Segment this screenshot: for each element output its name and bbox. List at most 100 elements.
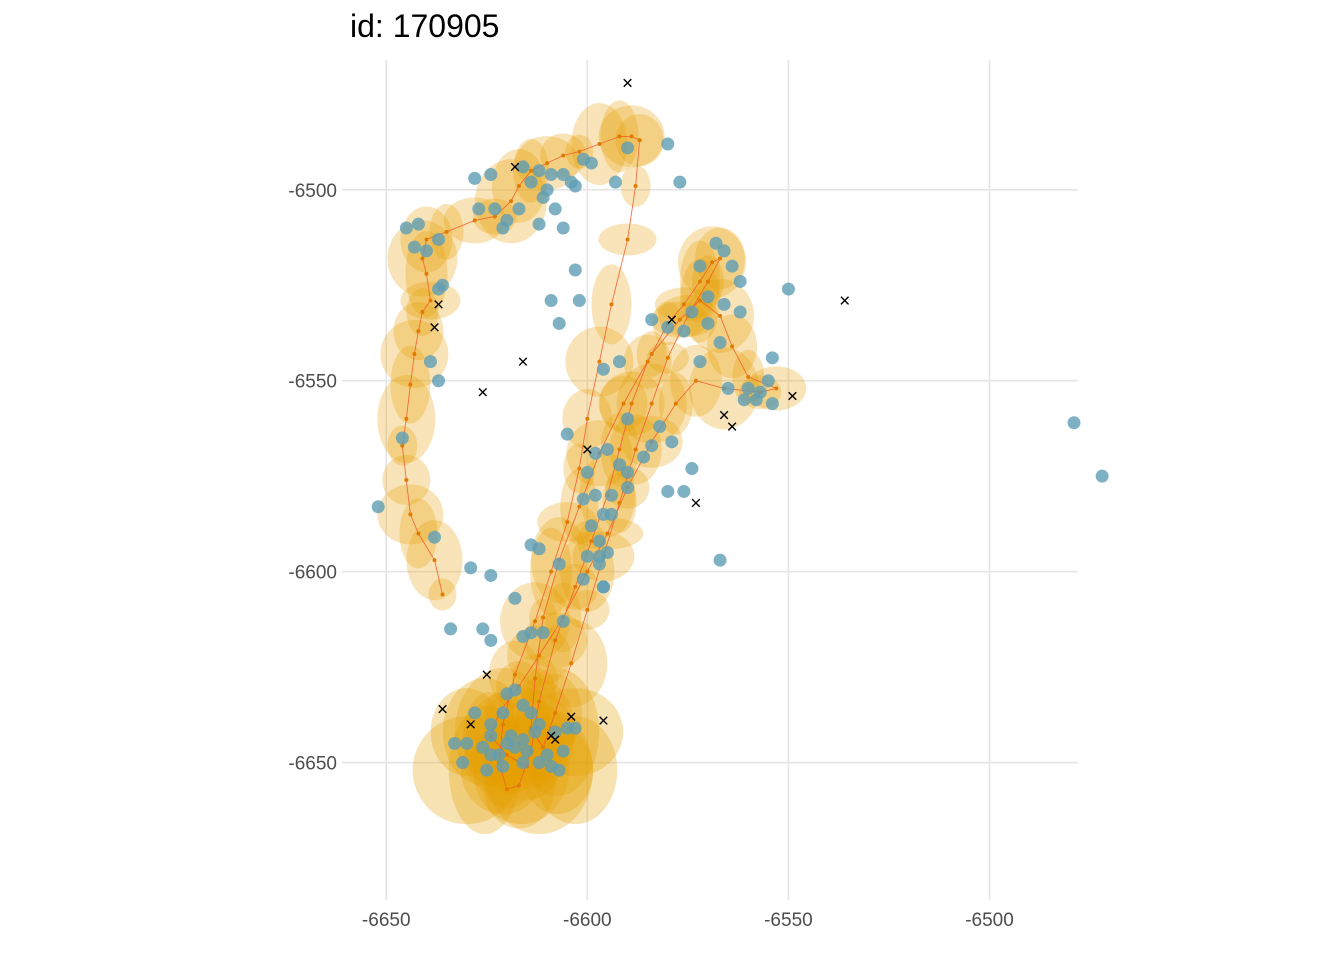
observation-point: [552, 763, 566, 777]
outlier-marker: [623, 78, 632, 88]
track-point: [412, 352, 417, 356]
track-point: [774, 386, 779, 391]
outlier-marker: [727, 422, 737, 431]
observation-point: [600, 442, 614, 456]
track-point: [697, 279, 702, 284]
observation-point: [524, 175, 538, 189]
observation-point: [540, 183, 554, 197]
observation-point: [717, 244, 731, 258]
track-point: [432, 558, 437, 563]
track-point: [633, 447, 638, 452]
track-point: [705, 279, 710, 284]
outlier-marker: [434, 300, 443, 309]
observation-point: [484, 717, 498, 731]
observation-point: [621, 412, 635, 426]
observation-point: [516, 630, 530, 644]
observation-point: [472, 202, 486, 216]
observation-point: [496, 759, 510, 773]
track-point: [665, 355, 670, 360]
track-point: [637, 138, 642, 143]
observation-point: [536, 626, 550, 640]
track-point: [404, 478, 409, 482]
observation-point: [456, 756, 470, 770]
observation-point: [544, 168, 558, 182]
observation-point: [576, 492, 590, 506]
track-point: [420, 256, 425, 261]
observation-point: [556, 168, 570, 182]
observation-point: [552, 557, 566, 571]
track-point: [649, 401, 654, 406]
observation-point: [576, 572, 590, 586]
track-point: [718, 313, 723, 318]
track-point: [573, 584, 578, 589]
x-tick-label: -6550: [764, 910, 813, 931]
observation-point: [496, 706, 510, 720]
observation-point: [677, 324, 691, 338]
track-path: [401, 135, 778, 790]
track-point: [585, 416, 590, 421]
observation-point: [701, 290, 715, 304]
track-point: [589, 539, 594, 544]
track-line: [400, 134, 779, 792]
observation-point: [516, 733, 530, 747]
y-axis-tick-labels: -6500 -6550 -6600 -6650: [288, 181, 337, 775]
observation-point: [395, 431, 409, 445]
observation-point: [411, 217, 425, 231]
observation-point: [568, 179, 582, 193]
track-point: [677, 317, 682, 322]
track-point: [617, 134, 622, 139]
observation-point: [399, 221, 413, 235]
observation-point: [432, 232, 446, 246]
observation-point: [488, 202, 502, 216]
observation-point: [580, 549, 594, 563]
observation-point: [661, 137, 675, 151]
observation-point: [713, 336, 727, 350]
observation-point: [556, 221, 570, 235]
observation-point: [464, 561, 478, 575]
track-point: [444, 229, 449, 234]
observation-point: [407, 240, 421, 254]
observation-point: [604, 507, 618, 521]
track-point: [645, 359, 650, 364]
observation-point: [661, 484, 675, 498]
track-point: [428, 298, 433, 303]
outlier-marker: [518, 357, 528, 366]
x-axis-tick-labels: -6650 -6600 -6550 -6500: [362, 910, 1014, 931]
outlier-markers: [430, 78, 850, 744]
track-point: [746, 374, 751, 379]
outlier-marker: [788, 391, 797, 401]
observation-point: [693, 355, 707, 369]
outlier-marker: [583, 445, 592, 454]
observation-point: [673, 175, 687, 189]
observation-point: [584, 156, 598, 170]
observation-point: [568, 263, 582, 277]
track-point: [500, 722, 505, 727]
track-point: [516, 184, 521, 188]
observation-point: [621, 141, 635, 155]
observation-point: [765, 397, 779, 411]
observation-point: [516, 756, 530, 770]
track-point: [697, 298, 702, 303]
observation-point: [665, 435, 679, 449]
observation-point: [524, 706, 538, 720]
observation-point: [516, 160, 530, 174]
observation-point: [580, 465, 594, 479]
error-ellipses: [377, 100, 807, 835]
track-point: [533, 676, 538, 681]
track-point: [424, 271, 429, 276]
track-point: [710, 260, 715, 265]
outlier-marker: [566, 712, 576, 722]
observation-point: [508, 591, 522, 605]
track-point: [512, 672, 517, 677]
observation-point: [548, 202, 562, 216]
outlier-marker: [667, 315, 677, 324]
observation-point: [621, 481, 635, 495]
observation-point: [448, 736, 462, 750]
track-point: [504, 787, 509, 792]
observation-point: [572, 294, 586, 308]
observation-point: [532, 217, 546, 231]
track-point: [416, 329, 421, 334]
outlier-marker: [478, 387, 488, 397]
observation-point: [419, 244, 433, 258]
